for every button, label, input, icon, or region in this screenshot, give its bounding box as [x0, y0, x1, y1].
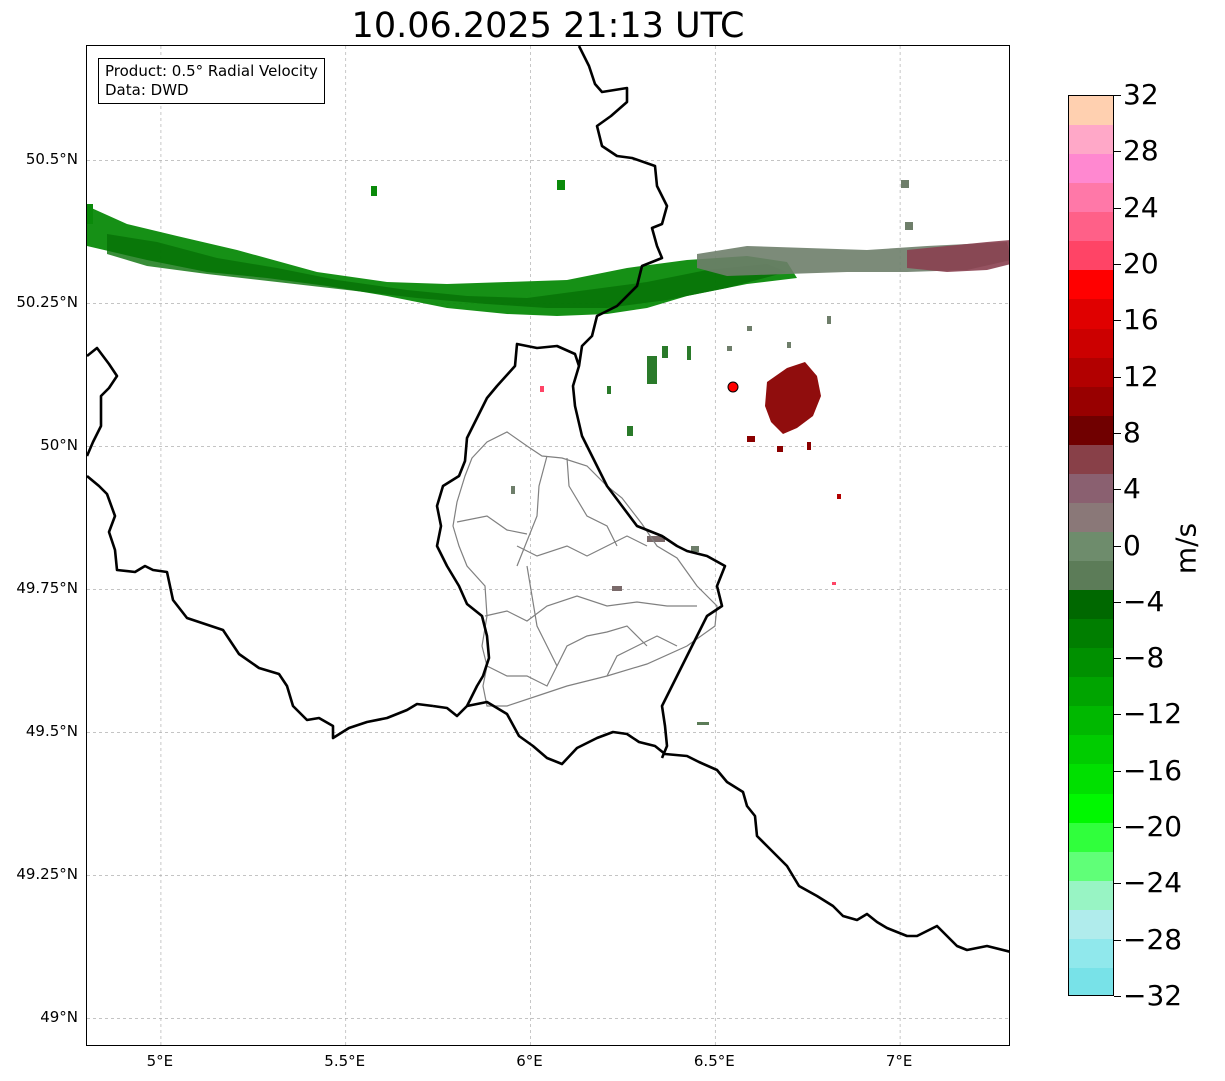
lat-tick-label: 50°N	[40, 436, 78, 455]
radar-map[interactable]: Product: 0.5° Radial Velocity Data: DWD	[86, 45, 1010, 1046]
colorbar-tick-mark	[1114, 939, 1121, 941]
colorbar-tick-label: 32	[1123, 78, 1159, 111]
info-box: Product: 0.5° Radial Velocity Data: DWD	[98, 58, 325, 104]
lon-tick-label: 6°E	[516, 1052, 543, 1070]
colorbar-segment	[1069, 299, 1113, 330]
colorbar-segment	[1069, 357, 1113, 388]
colorbar-tick-label: −20	[1123, 810, 1183, 844]
colorbar-tick-label: 4	[1123, 472, 1141, 506]
colorbar-segment	[1069, 764, 1113, 795]
colorbar-tick-label: −24	[1123, 866, 1183, 900]
colorbar-tick-label: 16	[1123, 303, 1159, 337]
colorbar-unit: m/s	[1169, 522, 1203, 575]
colorbar-segment	[1069, 328, 1113, 359]
colorbar-tick-mark	[1114, 320, 1121, 322]
colorbar-segment	[1069, 677, 1113, 708]
colorbar-segment	[1069, 212, 1113, 243]
colorbar-tick-label: 0	[1123, 528, 1141, 562]
grid-lines	[87, 46, 1009, 1045]
colorbar-tick-mark	[1114, 827, 1121, 829]
colorbar-segment	[1069, 415, 1113, 446]
national-borders	[87, 46, 1009, 953]
colorbar-tick-mark	[1114, 545, 1121, 547]
colorbar-segment	[1069, 531, 1113, 563]
lon-tick-label: 6.5°E	[693, 1052, 735, 1070]
admin-borders	[452, 431, 718, 707]
colorbar-tick-label: −32	[1123, 979, 1183, 1012]
colorbar-segment	[1069, 444, 1113, 475]
map-title: 10.06.2025 21:13 UTC	[351, 6, 745, 46]
radar-echoes	[87, 180, 1009, 725]
lon-tick-label: 5.5°E	[324, 1052, 366, 1070]
colorbar-segment	[1069, 735, 1113, 766]
velocity-colorbar	[1068, 95, 1114, 996]
colorbar-tick-mark	[1114, 263, 1121, 265]
colorbar-segment	[1069, 590, 1113, 621]
colorbar-segment	[1069, 473, 1113, 504]
lon-tick-label: 5°E	[146, 1052, 174, 1070]
lat-tick-label: 49.5°N	[25, 722, 78, 741]
colorbar-segment	[1069, 822, 1113, 853]
product-label: Product: 0.5° Radial Velocity	[105, 62, 318, 80]
colorbar-tick-mark	[1114, 770, 1121, 772]
colorbar-segment	[1069, 241, 1113, 272]
colorbar-tick-mark	[1114, 883, 1121, 885]
colorbar-tick-label: −8	[1123, 641, 1165, 675]
lat-tick-label: 50.25°N	[16, 293, 78, 312]
colorbar-tick-mark	[1114, 207, 1121, 209]
echo-band-green-dark	[107, 234, 787, 308]
colorbar-tick-mark	[1114, 95, 1121, 96]
colorbar-tick-mark	[1114, 658, 1121, 660]
colorbar-tick-mark	[1114, 996, 1121, 997]
colorbar-segment	[1069, 154, 1113, 185]
colorbar-tick-label: 8	[1123, 415, 1141, 449]
lat-tick-label: 49.75°N	[16, 579, 78, 598]
lon-tick-label: 7°E	[885, 1052, 913, 1070]
colorbar-tick-mark	[1114, 376, 1121, 378]
map-canvas[interactable]	[87, 46, 1010, 1046]
colorbar-segment	[1069, 561, 1113, 592]
colorbar-segment	[1069, 851, 1113, 882]
colorbar-tick-label: −16	[1123, 753, 1183, 787]
colorbar-tick-label: 24	[1123, 190, 1159, 224]
radar-site-marker	[727, 381, 739, 393]
colorbar-tick-label: 12	[1123, 359, 1159, 393]
colorbar-segment	[1069, 96, 1113, 127]
echo-band-red-tail	[907, 240, 1009, 272]
colorbar-tick-label: −28	[1123, 922, 1183, 956]
lat-tick-label: 50.5°N	[25, 150, 78, 169]
colorbar-tick-label: −4	[1123, 584, 1165, 618]
colorbar-tick-mark	[1114, 601, 1121, 603]
colorbar-segment	[1069, 183, 1113, 214]
colorbar-segment	[1069, 502, 1113, 533]
colorbar-tick-label: 20	[1123, 246, 1159, 280]
colorbar-segment	[1069, 648, 1113, 679]
colorbar-segment	[1069, 967, 1113, 995]
colorbar-tick-mark	[1114, 489, 1121, 491]
colorbar-segment	[1069, 880, 1113, 911]
colorbar-segment	[1069, 125, 1113, 156]
colorbar-tick-mark	[1114, 714, 1121, 716]
colorbar-tick-label: 28	[1123, 134, 1159, 168]
colorbar-tick-mark	[1114, 432, 1121, 434]
lat-tick-label: 49.25°N	[16, 865, 78, 884]
colorbar-segment	[1069, 706, 1113, 737]
source-label: Data: DWD	[105, 81, 189, 99]
colorbar-segment	[1069, 909, 1113, 940]
colorbar-segment	[1069, 386, 1113, 417]
colorbar-segment	[1069, 270, 1113, 301]
colorbar-segment	[1069, 793, 1113, 824]
lat-tick-label: 49°N	[40, 1008, 78, 1027]
colorbar-segment	[1069, 619, 1113, 650]
colorbar-tick-label: −12	[1123, 697, 1183, 731]
colorbar-tick-mark	[1114, 151, 1121, 153]
echo-cluster-red	[765, 362, 821, 434]
colorbar-segment	[1069, 938, 1113, 969]
